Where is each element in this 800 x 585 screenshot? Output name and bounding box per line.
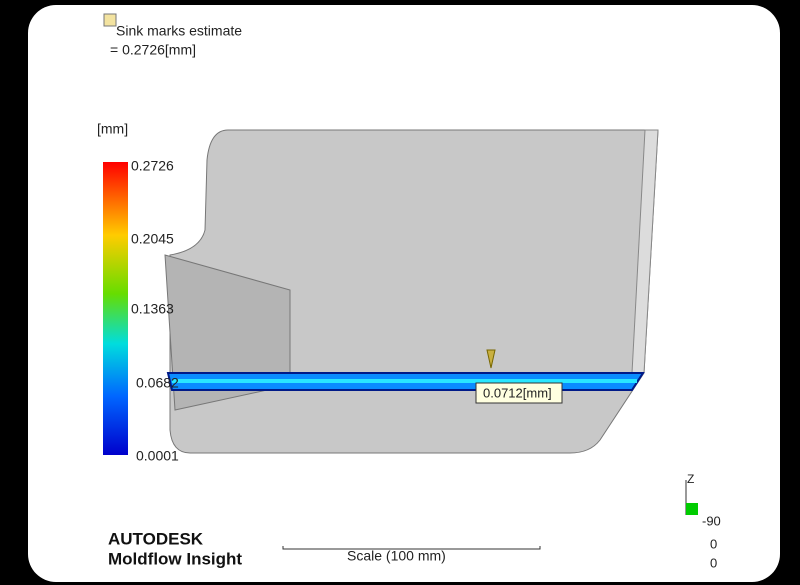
scale-bar bbox=[282, 546, 541, 550]
probe-label: 0.0712[mm] bbox=[483, 385, 552, 400]
brand-product: Moldflow Insight bbox=[108, 549, 242, 568]
legend-label: 0.2726 bbox=[131, 158, 174, 174]
axis-angle: 0 bbox=[710, 555, 717, 570]
scale-label: Scale (100 mm) bbox=[347, 548, 446, 564]
legend-label: 0.0001 bbox=[136, 448, 179, 464]
sink-band-core bbox=[172, 379, 637, 383]
axis-angle: 0 bbox=[710, 536, 717, 551]
legend-unit: [mm] bbox=[97, 121, 128, 137]
probe-pointer bbox=[486, 349, 496, 369]
axis-cube bbox=[686, 503, 698, 515]
legend-label: 0.2045 bbox=[131, 231, 174, 247]
legend-label: 0.1363 bbox=[131, 301, 174, 317]
color-bar bbox=[103, 162, 128, 455]
title: Sink marks estimate bbox=[116, 23, 242, 39]
axis-angle: -90 bbox=[702, 513, 721, 528]
probe-box bbox=[475, 382, 563, 404]
legend-label: 0.0682 bbox=[136, 375, 179, 391]
axis-label: Z bbox=[687, 472, 694, 486]
title-value: = 0.2726[mm] bbox=[110, 42, 196, 58]
brand-company: AUTODESK bbox=[108, 529, 204, 548]
result-icon bbox=[103, 13, 117, 27]
